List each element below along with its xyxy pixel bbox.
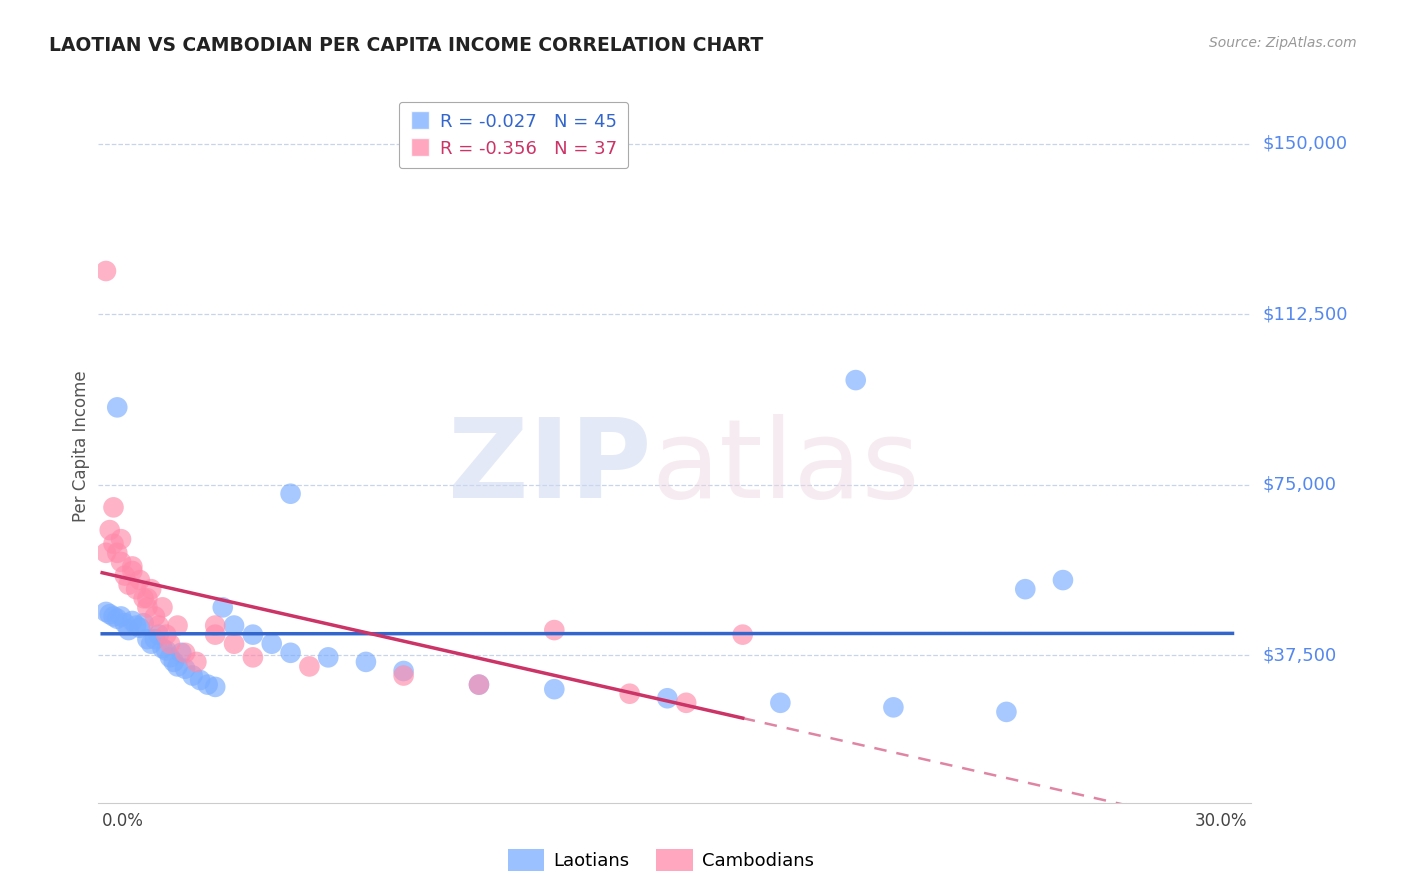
Point [769,696,792,710]
Point [94,605,117,619]
Point [143,632,166,647]
Point [132,591,155,606]
Point [136,591,159,606]
Point [197,678,219,692]
Text: ZIP: ZIP [449,414,652,521]
Point [159,637,181,651]
Point [298,659,321,673]
Point [174,662,197,676]
Point [280,487,302,501]
Point [125,618,148,632]
Point [181,668,204,682]
Point [242,627,264,641]
Text: LAOTIAN VS CAMBODIAN PER CAPITA INCOME CORRELATION CHART: LAOTIAN VS CAMBODIAN PER CAPITA INCOME C… [49,36,763,54]
Point [392,668,415,682]
Point [1052,573,1074,587]
Point [222,637,245,651]
Point [731,627,754,641]
Point [543,623,565,637]
Point [105,612,128,626]
Text: $112,500: $112,500 [1263,305,1348,323]
Y-axis label: Per Capita Income: Per Capita Income [72,370,90,522]
Point [211,600,233,615]
Point [98,523,121,537]
Point [103,500,125,515]
Point [143,609,166,624]
Point [103,609,125,624]
Point [657,691,679,706]
Point [204,680,226,694]
Text: 30.0%: 30.0% [1195,812,1247,830]
Point [995,705,1018,719]
Point [204,627,226,641]
Point [136,600,159,615]
Point [148,618,170,632]
Point [174,646,197,660]
Text: Source: ZipAtlas.com: Source: ZipAtlas.com [1209,36,1357,50]
Point [110,555,132,569]
Text: $150,000: $150,000 [1263,135,1347,153]
Point [155,643,177,657]
Point [128,573,150,587]
Point [128,621,150,635]
Point [105,546,128,560]
Legend: Laotians, Cambodians: Laotians, Cambodians [501,842,821,879]
Point [186,655,208,669]
Point [882,700,904,714]
Point [354,655,377,669]
Point [163,655,186,669]
Point [159,650,181,665]
Point [105,401,128,415]
Point [222,618,245,632]
Point [675,696,697,710]
Point [619,687,641,701]
Text: 0.0%: 0.0% [103,812,143,830]
Point [148,627,170,641]
Point [242,650,264,665]
Point [114,616,136,631]
Point [94,546,117,560]
Point [98,607,121,622]
Point [121,559,143,574]
Point [166,618,188,632]
Point [121,564,143,578]
Point [468,678,491,692]
Point [132,616,155,631]
Point [121,614,143,628]
Point [110,609,132,624]
Point [136,632,159,647]
Point [155,627,177,641]
Point [94,264,117,278]
Point [316,650,339,665]
Point [845,373,868,387]
Point [280,646,302,660]
Point [392,664,415,678]
Point [204,618,226,632]
Point [125,582,148,597]
Point [468,678,491,692]
Text: atlas: atlas [652,414,921,521]
Point [141,637,163,651]
Point [114,568,136,582]
Point [170,646,193,660]
Point [103,537,125,551]
Text: $37,500: $37,500 [1263,646,1337,664]
Point [543,682,565,697]
Point [1014,582,1036,597]
Point [152,641,174,656]
Point [260,637,283,651]
Point [117,577,139,591]
Point [166,659,188,673]
Point [110,532,132,546]
Point [188,673,211,687]
Point [141,582,163,597]
Point [152,600,174,615]
Point [117,623,139,637]
Legend: R = -0.027   N = 45, R = -0.356   N = 37: R = -0.027 N = 45, R = -0.356 N = 37 [399,102,628,169]
Text: $75,000: $75,000 [1263,475,1337,493]
